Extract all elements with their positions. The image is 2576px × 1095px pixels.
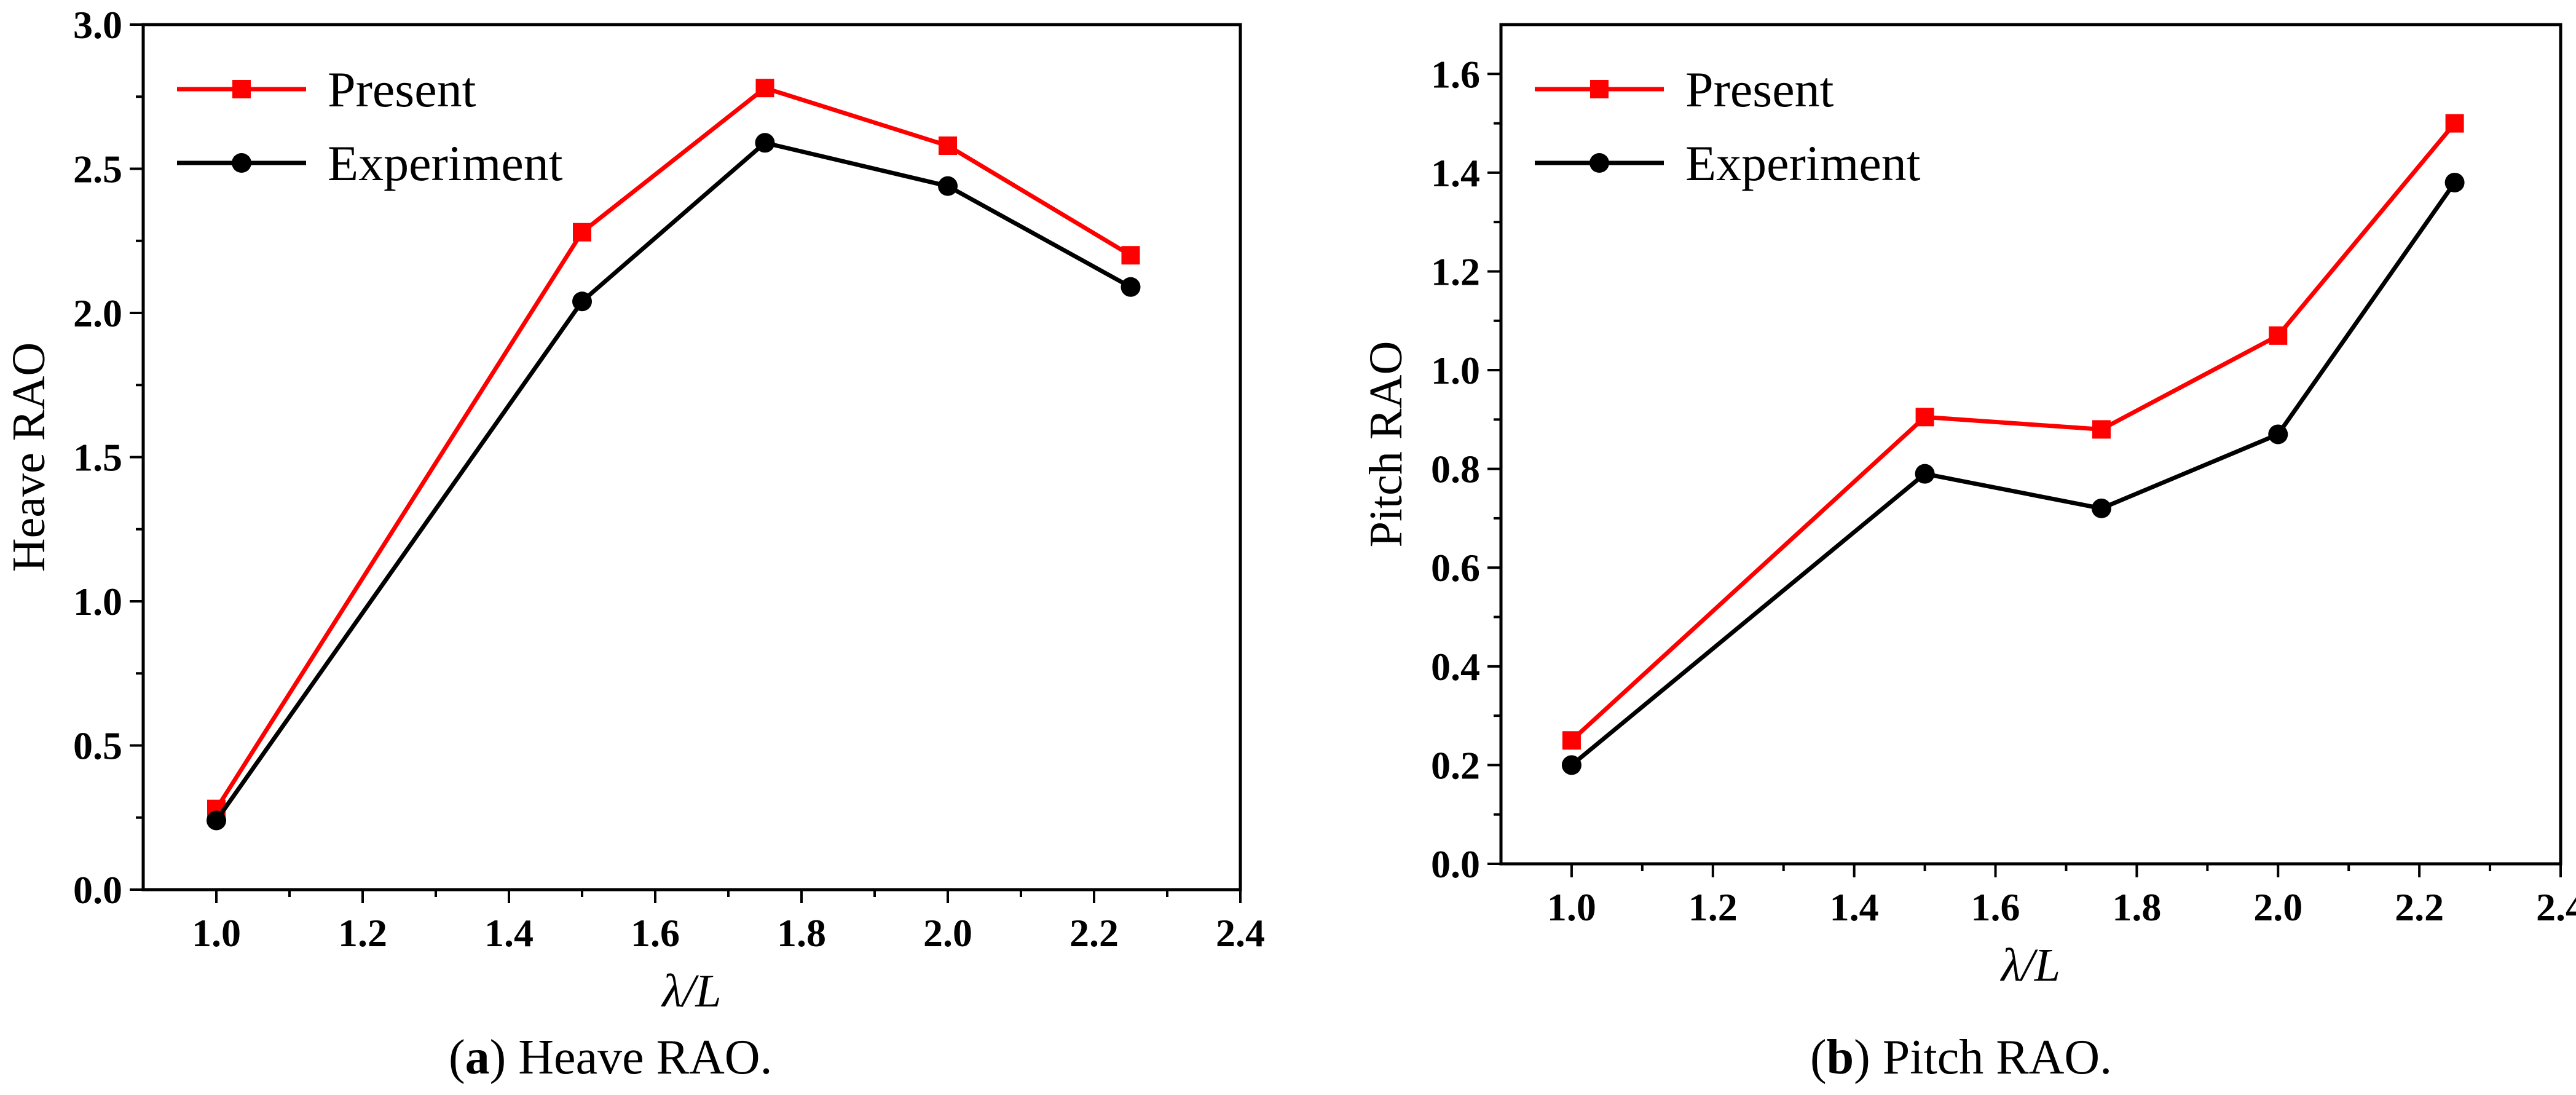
panel-b-y-tick-label: 1.0: [1431, 349, 1480, 392]
panel-b-present-point: [2445, 114, 2464, 133]
panel-a-legend-present-marker: [232, 80, 251, 98]
panel-a-experiment-point: [755, 133, 775, 153]
panel-b-experiment-point: [2091, 498, 2111, 518]
panel-b-present-point: [1915, 408, 1934, 427]
panel-b-x-tick-label: 2.2: [2395, 885, 2444, 929]
panel-b-y-tick-label: 0.4: [1431, 645, 1480, 689]
panel-a-x-tick-label: 1.0: [192, 911, 241, 955]
panel-a-x-tick-label: 2.0: [923, 911, 972, 955]
panel-a-y-axis-label: Heave RAO: [3, 342, 55, 572]
panel-b-present-point: [1562, 731, 1581, 750]
caption-a-label: a: [465, 1030, 490, 1085]
panel-b-legend-present-marker: [1590, 80, 1609, 98]
panel-a-y-tick-label: 1.5: [73, 436, 122, 480]
panel-b-x-tick-label: 2.4: [2536, 885, 2576, 929]
panel-a-present-point: [1121, 246, 1140, 265]
panel-a-experiment-point: [1121, 277, 1141, 297]
panel-a-x-tick-label: 2.2: [1069, 911, 1119, 955]
panel-a-x-tick-label: 1.8: [777, 911, 826, 955]
caption-b-label: b: [1826, 1030, 1854, 1085]
panel-a-y-tick-label: 3.0: [73, 3, 122, 47]
panel-a-present-line: [215, 85, 1132, 810]
panel-a-experiment-point: [207, 810, 226, 831]
panel-b-x-tick-label: 1.2: [1688, 885, 1738, 929]
panel-b-experiment-line: [1570, 181, 2457, 767]
panel-b-x-tick-label: 1.8: [2112, 885, 2161, 929]
panel-b-x-axis-label: λ/L: [2000, 939, 2060, 991]
panel-b-experiment-point: [1915, 464, 1935, 484]
panel-a-y-tick-label: 0.0: [73, 868, 122, 912]
panel-b-y-tick-label: 1.2: [1431, 250, 1480, 293]
panel-b-legend-experiment-marker: [1589, 153, 1609, 173]
panel-a-y-tick-label: 2.0: [73, 291, 122, 335]
panel-b-x-tick-label: 1.6: [1971, 885, 2020, 929]
caption-b-text: Pitch RAO.: [1870, 1030, 2113, 1085]
panel-b-x-tick-label: 1.4: [1830, 885, 1879, 929]
panel-a-legend-present-label: Present: [328, 61, 476, 117]
panel-a-y-tick-label: 1.0: [73, 580, 122, 623]
panel-b-y-axis-label: Pitch RAO: [1360, 341, 1412, 548]
panel-b-y-tick-label: 0.8: [1431, 448, 1480, 491]
panel-b-y-tick-label: 1.6: [1431, 52, 1480, 96]
caption-b: (b) Pitch RAO.: [1810, 1030, 2113, 1085]
panel-b-experiment-point: [1561, 755, 1581, 775]
panel-b-legend-present-label: Present: [1685, 61, 1834, 117]
panel-a-x-tick-label: 1.6: [631, 911, 680, 955]
caption-a: (a) Heave RAO.: [449, 1030, 773, 1085]
panel-a-x-tick-label: 1.2: [338, 911, 387, 955]
panel-a-experiment-point: [938, 176, 958, 196]
panel-a-experiment-point: [572, 291, 592, 312]
panel-b-x-tick-label: 2.0: [2253, 885, 2302, 929]
panel-b-x-tick-label: 1.0: [1547, 885, 1596, 929]
panel-b-experiment-point: [2444, 172, 2465, 192]
panel-b-present-point: [2269, 326, 2288, 345]
panel-b-legend-experiment-label: Experiment: [1685, 135, 1921, 191]
panel-b-present-point: [2092, 420, 2111, 439]
panel-a-present-point: [755, 79, 774, 98]
panel-a-x-tick-label: 2.4: [1216, 911, 1265, 955]
panel-a-x-tick-label: 1.4: [484, 911, 534, 955]
caption-a-text: Heave RAO.: [506, 1030, 773, 1085]
panel-a-legend-experiment-marker: [232, 153, 251, 173]
panel-b-y-tick-label: 0.0: [1431, 842, 1480, 886]
panel-b-y-tick-label: 0.6: [1431, 546, 1480, 590]
panel-b-axes-frame: [1499, 23, 2562, 866]
panel-a-experiment-line: [215, 140, 1132, 822]
panel-b-present-line: [1570, 122, 2457, 742]
panel-a-present-point: [939, 136, 957, 155]
panel-a-y-tick-label: 0.5: [73, 724, 122, 768]
panel-a-present-point: [573, 223, 591, 242]
panel-a-y-tick-label: 2.5: [73, 148, 122, 191]
panel-a-x-axis-label: λ/L: [661, 965, 721, 1017]
panel-a-axes-frame: [141, 23, 1242, 891]
panel-a-legend-experiment-label: Experiment: [328, 135, 563, 191]
panel-b-y-tick-label: 1.4: [1431, 151, 1480, 195]
panel-b-experiment-point: [2268, 424, 2288, 445]
panel-b-y-tick-label: 0.2: [1431, 743, 1480, 787]
